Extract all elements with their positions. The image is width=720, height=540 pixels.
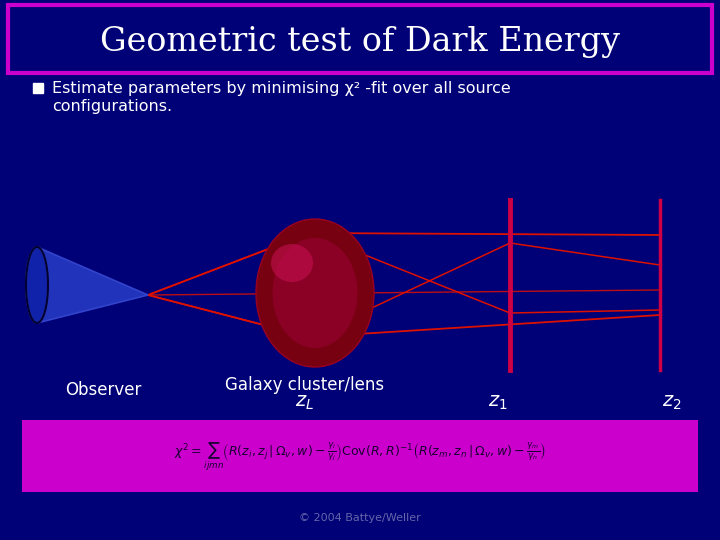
Text: configurations.: configurations. bbox=[52, 98, 172, 113]
Text: Observer: Observer bbox=[65, 381, 141, 399]
Ellipse shape bbox=[256, 219, 374, 367]
Text: $z_2$: $z_2$ bbox=[662, 394, 682, 412]
Text: © 2004 Battye/Weller: © 2004 Battye/Weller bbox=[299, 513, 421, 523]
Ellipse shape bbox=[272, 238, 358, 348]
Ellipse shape bbox=[271, 244, 313, 282]
FancyBboxPatch shape bbox=[8, 5, 712, 73]
Text: Estimate parameters by minimising χ² -fit over all source: Estimate parameters by minimising χ² -fi… bbox=[52, 80, 510, 96]
Text: $z_1$: $z_1$ bbox=[488, 394, 508, 412]
Text: Galaxy cluster/lens: Galaxy cluster/lens bbox=[225, 376, 384, 394]
Ellipse shape bbox=[26, 247, 48, 323]
Text: $\chi^2 = \sum_{ijmn} \left( R(z_i, z_j\,|\,\Omega_v, w) - \frac{\gamma_i}{\gamm: $\chi^2 = \sum_{ijmn} \left( R(z_i, z_j\… bbox=[174, 441, 546, 473]
FancyBboxPatch shape bbox=[22, 420, 698, 492]
Text: Geometric test of Dark Energy: Geometric test of Dark Energy bbox=[100, 26, 620, 58]
Polygon shape bbox=[37, 247, 148, 323]
Text: $z_L$: $z_L$ bbox=[295, 394, 315, 412]
